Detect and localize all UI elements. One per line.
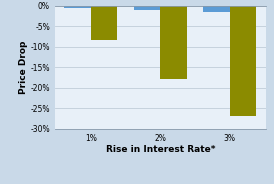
Y-axis label: Price Drop: Price Drop [19,40,27,94]
Bar [91,6,117,40]
X-axis label: Rise in Interest Rate*: Rise in Interest Rate* [105,145,215,154]
Bar [134,6,160,10]
Bar [230,6,256,116]
Bar [203,6,230,12]
Bar [160,6,187,79]
Bar [64,6,91,8]
